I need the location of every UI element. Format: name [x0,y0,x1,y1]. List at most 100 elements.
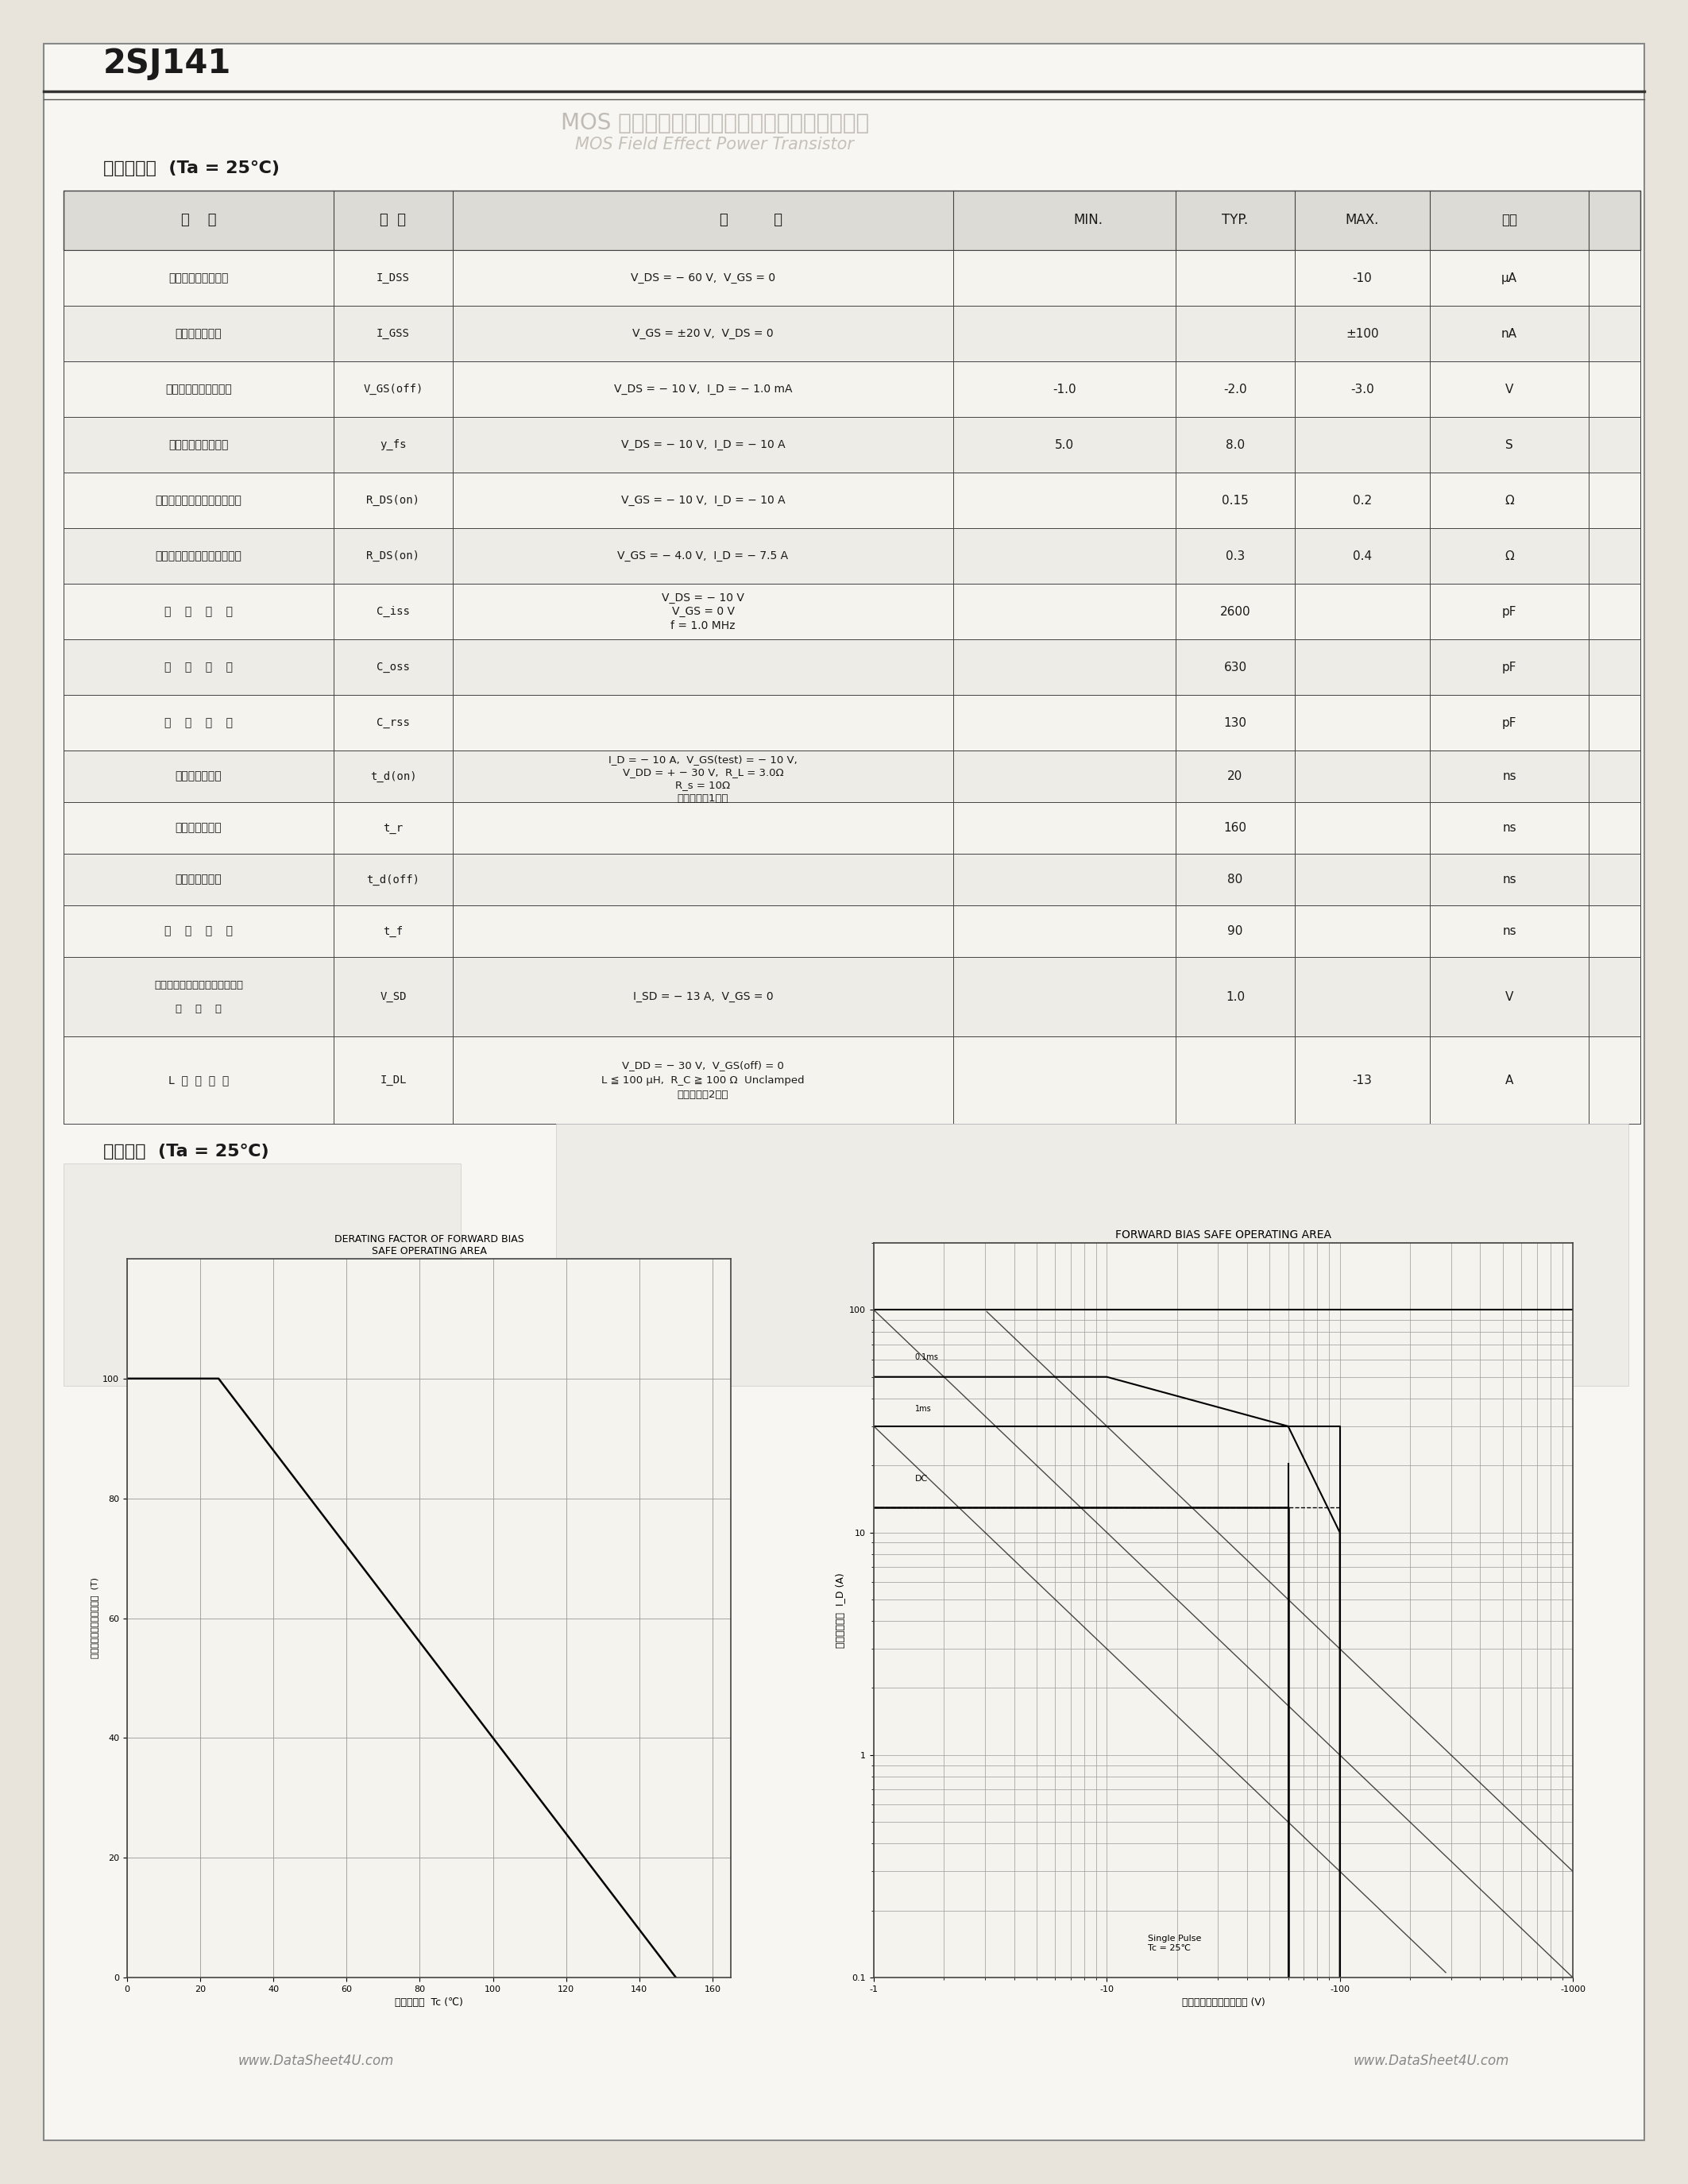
Text: 順    電    圧: 順 電 圧 [176,1002,221,1013]
Bar [64,583,1641,640]
X-axis label: ケース温度  Tc (℃): ケース温度 Tc (℃) [395,1998,463,2007]
Text: Ω: Ω [1504,550,1514,561]
Bar [64,906,1641,957]
Text: V_SD: V_SD [380,992,407,1002]
Text: MIN.: MIN. [1074,212,1102,227]
Text: ドレイン・ソース間オン抵抗: ドレイン・ソース間オン抵抗 [155,550,241,561]
Text: R_DS(on): R_DS(on) [366,496,420,507]
Text: 90: 90 [1227,926,1242,937]
Text: V_DS = − 10 V,  I_D = − 10 A: V_DS = − 10 V, I_D = − 10 A [621,439,785,450]
Text: C_oss: C_oss [376,662,410,673]
Text: 下    降    時    間: 下 降 時 間 [164,926,233,937]
Text: pF: pF [1502,662,1516,673]
Text: I_GSS: I_GSS [376,328,410,339]
Text: R_s = 10Ω: R_s = 10Ω [675,780,731,791]
Bar [64,529,1641,583]
Text: 5.0: 5.0 [1055,439,1074,450]
Text: y_fs: y_fs [380,439,407,450]
Text: 0.15: 0.15 [1222,494,1249,507]
Y-axis label: ドレイン電流  I_D (A): ドレイン電流 I_D (A) [834,1572,846,1647]
Text: V_DD = + − 30 V,  R_L = 3.0Ω: V_DD = + − 30 V, R_L = 3.0Ω [623,767,783,778]
Text: 0.3: 0.3 [1225,550,1244,561]
Text: MOS Field Effect Power Transistor: MOS Field Effect Power Transistor [576,138,854,153]
Text: 順伝達アドミタンス: 順伝達アドミタンス [169,439,228,450]
Text: -2.0: -2.0 [1224,382,1247,395]
Text: V_DS = − 60 V,  V_GS = 0: V_DS = − 60 V, V_GS = 0 [631,273,775,284]
Text: 測定回路図1参照: 測定回路図1参照 [677,793,729,804]
Bar [64,802,1641,854]
Text: V_DS = − 10 V,  I_D = − 1.0 mA: V_DS = − 10 V, I_D = − 1.0 mA [614,384,792,395]
Text: ns: ns [1502,926,1516,937]
Text: C_rss: C_rss [376,716,410,727]
Text: V_GS = − 4.0 V,  I_D = − 7.5 A: V_GS = − 4.0 V, I_D = − 7.5 A [618,550,788,561]
Text: 略  号: 略 号 [380,212,407,227]
Text: t_d(off): t_d(off) [366,874,420,885]
Text: V: V [1506,382,1514,395]
Y-axis label: ディレーティングファクタ  (T): ディレーティングファクタ (T) [91,1577,98,1658]
Text: C_iss: C_iss [376,605,410,618]
Text: pF: pF [1502,605,1516,618]
Text: f = 1.0 MHz: f = 1.0 MHz [670,620,736,631]
Text: 条          件: 条 件 [719,212,782,227]
Text: V_DD = − 30 V,  V_GS(off) = 0: V_DD = − 30 V, V_GS(off) = 0 [621,1061,783,1070]
Bar [64,417,1641,472]
Text: 2600: 2600 [1220,605,1251,618]
Text: オフ時遅延時間: オフ時遅延時間 [176,874,221,885]
Text: pF: pF [1502,716,1516,729]
Text: I_DL: I_DL [380,1075,407,1085]
Bar [64,190,1641,251]
Text: I_SD = − 13 A,  V_GS = 0: I_SD = − 13 A, V_GS = 0 [633,992,773,1002]
Text: ゲートカットオフ電圧: ゲートカットオフ電圧 [165,384,231,395]
Text: -3.0: -3.0 [1350,382,1374,395]
Text: t_d(on): t_d(on) [370,771,417,782]
Text: 0.4: 0.4 [1352,550,1372,561]
Text: 80: 80 [1227,874,1242,885]
Text: www.DataSheet4U.com: www.DataSheet4U.com [238,2053,395,2068]
Bar [555,1125,1629,1387]
Bar [64,751,1641,802]
Text: ドレイン・ソース間オン抵抗: ドレイン・ソース間オン抵抗 [155,496,241,507]
Text: 電気的特性  (Ta = 25℃): 電気的特性 (Ta = 25℃) [103,159,280,177]
Bar [64,306,1641,360]
Text: 630: 630 [1224,662,1247,673]
Text: -10: -10 [1352,273,1372,284]
Bar [64,472,1641,529]
Text: 項    目: 項 目 [181,212,216,227]
Text: A: A [1506,1075,1514,1085]
Bar [64,360,1641,417]
Text: μA: μA [1501,273,1518,284]
Text: オン時遅延時間: オン時遅延時間 [176,771,221,782]
Text: t_r: t_r [383,823,403,834]
Text: ns: ns [1502,874,1516,885]
Text: 20: 20 [1227,771,1242,782]
Text: I_D = − 10 A,  V_GS(test) = − 10 V,: I_D = − 10 A, V_GS(test) = − 10 V, [609,756,797,764]
Text: 1.0: 1.0 [1225,992,1244,1002]
Text: ±100: ±100 [1345,328,1379,339]
Text: V_GS = 0 V: V_GS = 0 V [672,605,734,618]
Text: V_GS = − 10 V,  I_D = − 10 A: V_GS = − 10 V, I_D = − 10 A [621,496,785,507]
Bar [64,1037,1641,1125]
Text: 130: 130 [1224,716,1247,729]
Text: V_DS = − 10 V: V_DS = − 10 V [662,592,744,603]
Text: ns: ns [1502,771,1516,782]
Bar [64,640,1641,695]
Text: -13: -13 [1352,1075,1372,1085]
X-axis label: ドレイン・ソース間電圧 (V): ドレイン・ソース間電圧 (V) [1182,1998,1264,2007]
Text: www.DataSheet4U.com: www.DataSheet4U.com [1354,2053,1509,2068]
Text: 単位: 単位 [1501,212,1518,227]
Text: 測定回路図2参照: 測定回路図2参照 [677,1090,729,1099]
Bar [64,854,1641,906]
Text: DC: DC [915,1474,928,1483]
Bar [64,957,1641,1037]
Text: Ω: Ω [1504,494,1514,507]
Text: I_DSS: I_DSS [376,273,410,284]
Text: 2SJ141: 2SJ141 [103,46,231,81]
Text: MOS フィールドエフェクトパワートランジスタ: MOS フィールドエフェクトパワートランジスタ [560,111,869,133]
Text: ゲート漏れ電流: ゲート漏れ電流 [176,328,221,339]
Text: L  負  荷  耐  量: L 負 荷 耐 量 [169,1075,230,1085]
Text: nA: nA [1501,328,1518,339]
Text: V_GS = ±20 V,  V_DS = 0: V_GS = ±20 V, V_DS = 0 [633,328,773,339]
Text: 8.0: 8.0 [1225,439,1244,450]
Text: Single Pulse
Tc = 25℃: Single Pulse Tc = 25℃ [1148,1935,1202,1952]
Bar [64,1164,461,1387]
